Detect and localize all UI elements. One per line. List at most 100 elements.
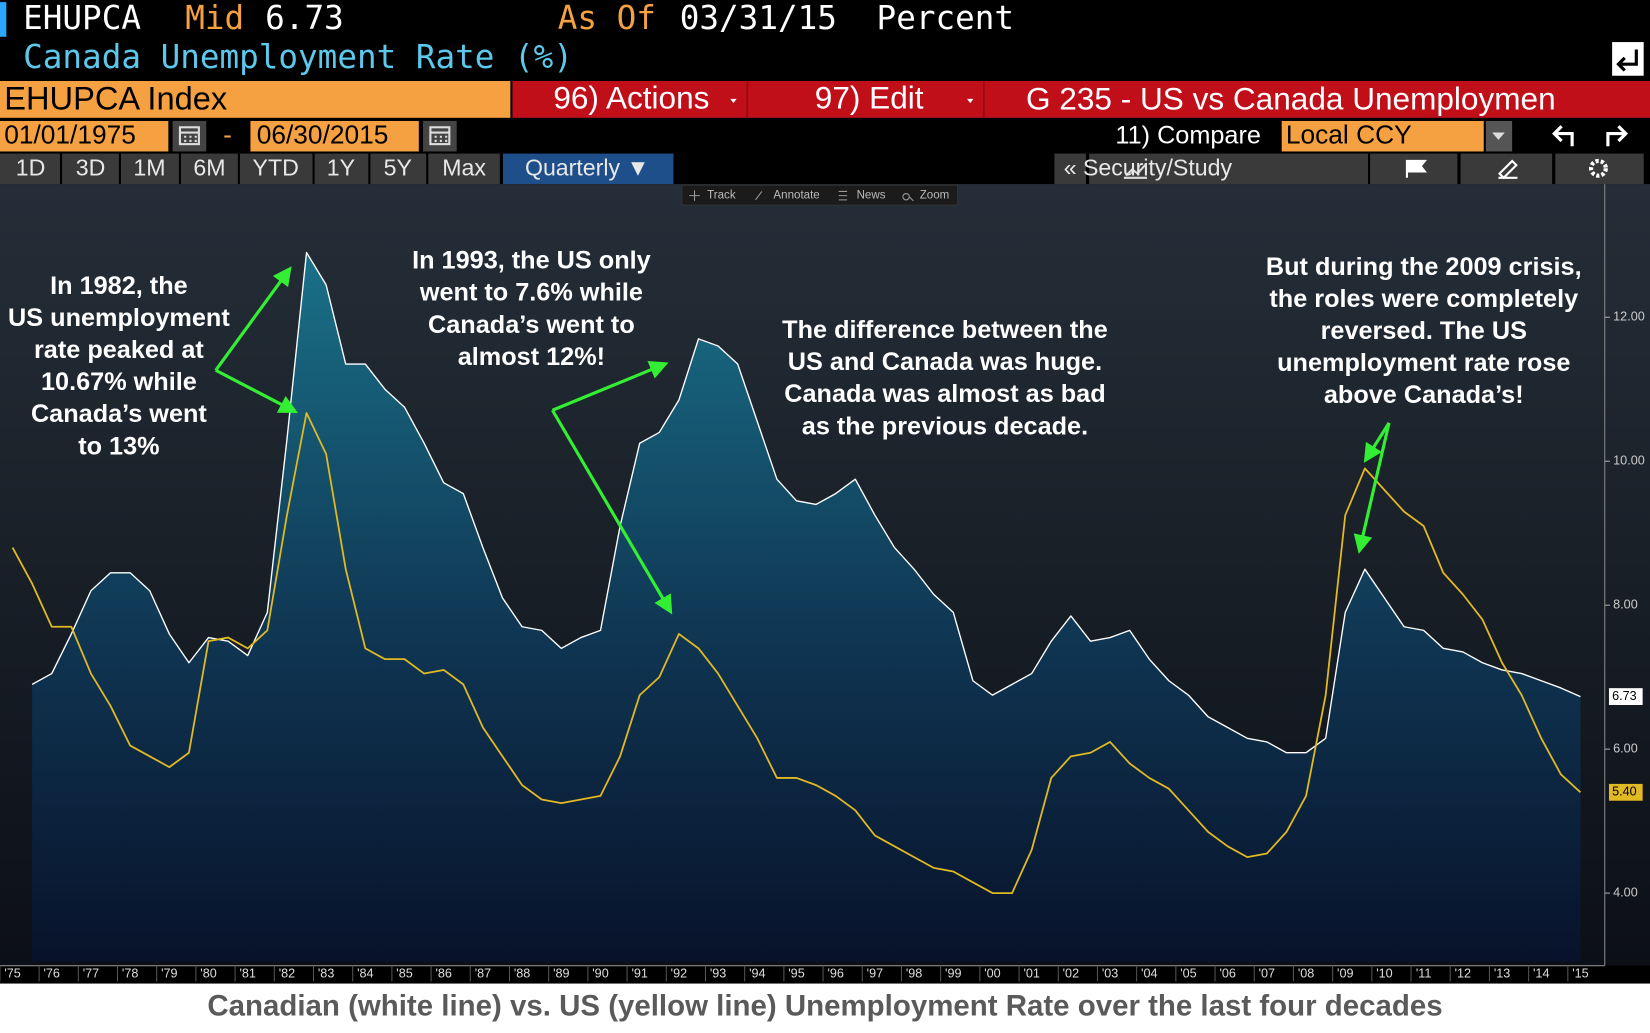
- period-button[interactable]: [370, 153, 427, 185]
- caption: Canadian (white line) vs. US (yellow lin…: [207, 990, 1442, 1023]
- annotation: reversed. The US: [1321, 317, 1527, 345]
- x-tick-label: '84: [357, 966, 373, 980]
- calendar-button[interactable]: [423, 120, 457, 152]
- focus-bar: [0, 2, 7, 37]
- last-value-badge: [1608, 688, 1643, 705]
- x-tick-label: '91: [631, 966, 647, 980]
- frequency-label: Quarterly ▼: [525, 154, 649, 180]
- ticker: EHUPCA: [23, 0, 141, 37]
- x-tick-label: '87: [475, 966, 491, 980]
- period-button[interactable]: [239, 153, 313, 185]
- period-label: 1D: [16, 154, 46, 180]
- y-tick-label: 12.00: [1613, 310, 1645, 324]
- zoom-tool[interactable]: Zoom: [920, 190, 950, 202]
- track-tool[interactable]: Track: [707, 190, 736, 202]
- annotate-tool[interactable]: Annotate: [773, 190, 819, 202]
- collapse-button[interactable]: [1054, 153, 1086, 185]
- line: [11, 412, 1582, 894]
- flag-icon: [1405, 159, 1427, 178]
- x-tick-label: '15: [1572, 966, 1588, 980]
- period-button[interactable]: [62, 153, 119, 185]
- price-value: 6.73: [265, 0, 344, 37]
- period-label: 6M: [193, 154, 225, 180]
- dropdown-button[interactable]: [1485, 120, 1513, 152]
- annotation: the roles were completely: [1269, 285, 1578, 313]
- x-tick-label: '99: [945, 966, 961, 980]
- period-button[interactable]: [121, 153, 179, 185]
- collapse-icon: «: [1064, 154, 1077, 180]
- annotation: Canada’s went: [31, 400, 207, 428]
- chart-name: G 235 - US vs Canada Unemploymen: [1026, 80, 1556, 116]
- annotation: as the previous decade.: [802, 412, 1088, 440]
- period-label: 5Y: [384, 154, 412, 180]
- x-tick-label: '05: [1180, 966, 1196, 980]
- arrow: [1353, 422, 1391, 554]
- start-date-field[interactable]: [0, 120, 169, 152]
- dropdown-icon: [730, 98, 737, 104]
- security-name: Canada Unemployment Rate (%): [23, 38, 573, 76]
- arrow: [551, 409, 673, 615]
- edit-menu[interactable]: 97) Edit: [815, 79, 924, 115]
- currency: Local CCY: [1286, 120, 1412, 150]
- settings-button[interactable]: [1555, 153, 1644, 185]
- period-label: 1Y: [327, 154, 355, 180]
- annotation: went to 7.6% while: [419, 279, 643, 307]
- edit-button[interactable]: [1460, 153, 1553, 185]
- last-value-label: 5.40: [1612, 785, 1637, 799]
- end-date-field[interactable]: [250, 120, 419, 152]
- x-tick-label: '86: [435, 966, 451, 980]
- x-tick-label: '93: [710, 966, 726, 980]
- period-button[interactable]: [180, 153, 238, 185]
- arrow: [551, 360, 669, 412]
- period-label: Max: [442, 154, 486, 180]
- x-tick-label: '02: [1063, 966, 1079, 980]
- study-icon: [1123, 163, 1148, 179]
- compare-label[interactable]: 11) Compare: [1115, 121, 1261, 149]
- period-button[interactable]: [428, 153, 500, 185]
- currency-field[interactable]: [1281, 120, 1484, 152]
- x-tick-label: '78: [122, 966, 138, 980]
- security-field[interactable]: [0, 80, 511, 118]
- x-tick-label: '01: [1023, 966, 1039, 980]
- x-tick-label: '14: [1533, 966, 1549, 980]
- annotation: Canada was almost as bad: [784, 380, 1105, 408]
- period-label: 3D: [76, 154, 106, 180]
- annotation: The difference between the: [782, 316, 1108, 344]
- calendar-button[interactable]: [172, 120, 207, 152]
- x-tick-label: '10: [1376, 966, 1392, 980]
- area: [32, 252, 1581, 962]
- period-label: YTD: [253, 154, 299, 180]
- annotation: 10.67% while: [41, 368, 197, 396]
- x-tick-label: '76: [44, 966, 60, 980]
- caption-background: [0, 983, 1650, 1033]
- actions-menu[interactable]: 96) Actions: [553, 79, 709, 115]
- x-tick-label: '90: [592, 966, 608, 980]
- redo-button[interactable]: [1591, 120, 1644, 152]
- undo-button[interactable]: [1536, 120, 1587, 152]
- annotation: US and Canada was huge.: [788, 348, 1102, 376]
- x-tick-label: '09: [1337, 966, 1353, 980]
- back-button[interactable]: [1612, 42, 1644, 76]
- x-tick-label: '88: [514, 966, 530, 980]
- last-value-badge: [1608, 783, 1643, 801]
- security-id: EHUPCA Index: [4, 80, 227, 117]
- annotation: But during the 2009 crisis,: [1266, 253, 1582, 281]
- period-button[interactable]: [0, 153, 60, 185]
- arrow: [214, 368, 299, 414]
- edit-icon: [1498, 159, 1518, 180]
- y-tick-label: 4.00: [1613, 885, 1638, 899]
- x-tick-label: '79: [161, 966, 177, 980]
- study-button[interactable]: [1089, 153, 1368, 185]
- x-tick-label: '11: [1416, 966, 1432, 980]
- x-tick-label: '96: [827, 966, 843, 980]
- news-tool[interactable]: News: [857, 190, 886, 202]
- x-tick-label: '06: [1219, 966, 1235, 980]
- as-of-label: As Of: [558, 0, 656, 37]
- y-tick-label: 10.00: [1613, 454, 1645, 468]
- date-separator: -: [223, 120, 232, 150]
- frequency-dropdown[interactable]: [502, 153, 674, 185]
- x-tick-label: '98: [906, 966, 922, 980]
- period-button[interactable]: [314, 153, 369, 185]
- annotation: almost 12%!: [458, 343, 605, 371]
